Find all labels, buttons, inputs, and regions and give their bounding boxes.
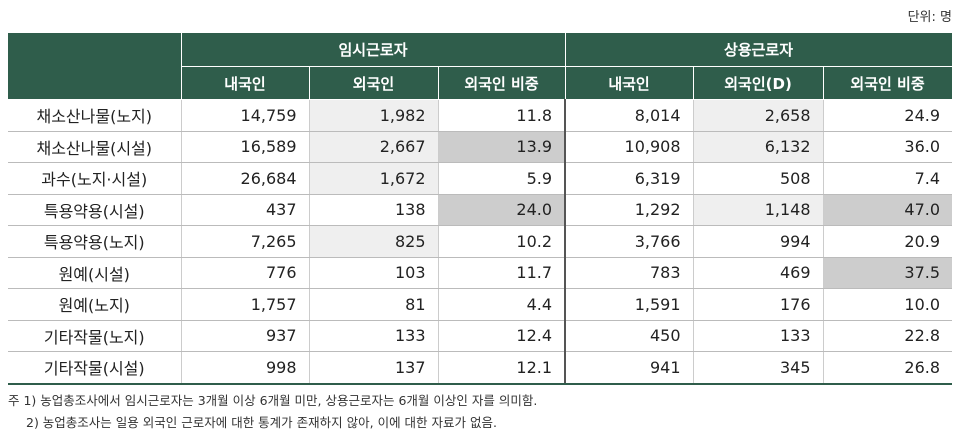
row-label: 특용약용(노지) <box>8 225 181 258</box>
table-cell: 11.8 <box>437 99 566 132</box>
row-label: 과수(노지·시설) <box>8 162 181 195</box>
statistics-table: 임시근로자 상용근로자 내국인 외국인 외국인 비중 내국인 외국인(D) 외국… <box>8 32 953 385</box>
unit-label: 단위: 명 <box>907 10 952 25</box>
table-row: 원예(노지) 1,757 81 4.4 1,591 176 10.0 <box>8 288 953 321</box>
table-cell: 998 <box>180 351 309 385</box>
table-cell: 12.4 <box>437 320 566 352</box>
table-cell: 16,589 <box>180 131 309 163</box>
table-cell: 22.8 <box>822 320 953 352</box>
table-cell: 13.9 <box>437 131 566 163</box>
column-header: 외국인 <box>308 66 439 100</box>
table-cell: 1,982 <box>308 99 438 132</box>
table-cell: 24.0 <box>437 194 566 226</box>
footnotes: 주 1) 농업총조사에서 임시근로자는 3개월 이상 6개월 미만, 상용근로자… <box>8 390 537 434</box>
table-cell: 8,014 <box>564 99 694 132</box>
table-cell: 825 <box>308 225 438 258</box>
table-row: 원예(시설) 776 103 11.7 783 469 37.5 <box>8 257 953 289</box>
table-row: 기타작물(노지) 937 133 12.4 450 133 22.8 <box>8 320 953 352</box>
table-cell: 1,591 <box>564 288 694 321</box>
table-cell: 1,757 <box>180 288 309 321</box>
row-label: 특용약용(시설) <box>8 194 181 226</box>
table-cell: 937 <box>180 320 309 352</box>
table-cell: 14,759 <box>180 99 309 132</box>
table-cell: 133 <box>692 320 824 352</box>
table-cell: 4.4 <box>437 288 566 321</box>
table-cell: 469 <box>692 257 824 289</box>
table-row: 기타작물(시설) 998 137 12.1 941 345 26.8 <box>8 351 953 385</box>
table-cell: 6,319 <box>564 162 694 195</box>
table-cell: 783 <box>564 257 694 289</box>
table-cell: 37.5 <box>822 257 953 289</box>
column-header: 외국인(D) <box>692 66 824 100</box>
table-row: 과수(노지·시설) 26,684 1,672 5.9 6,319 508 7.4 <box>8 162 953 195</box>
table-cell: 3,766 <box>564 225 694 258</box>
table-cell: 11.7 <box>437 257 566 289</box>
table-cell: 24.9 <box>822 99 953 132</box>
table-cell: 10,908 <box>564 131 694 163</box>
group-header-regular: 상용근로자 <box>564 32 953 67</box>
header-corner <box>8 32 182 100</box>
table-cell: 2,667 <box>308 131 438 163</box>
footnote: 주 1) 농업총조사에서 임시근로자는 3개월 이상 6개월 미만, 상용근로자… <box>8 393 538 408</box>
group-header-temporary: 임시근로자 <box>180 32 566 67</box>
table-cell: 137 <box>308 351 438 385</box>
table-cell: 450 <box>564 320 694 352</box>
table-cell: 103 <box>308 257 438 289</box>
table-cell: 26.8 <box>822 351 953 385</box>
table-cell: 1,672 <box>308 162 438 195</box>
table-cell: 1,148 <box>692 194 824 226</box>
table-row: 특용약용(노지) 7,265 825 10.2 3,766 994 20.9 <box>8 225 953 258</box>
table-cell: 10.0 <box>822 288 953 321</box>
table-cell: 176 <box>692 288 824 321</box>
table-cell: 20.9 <box>822 225 953 258</box>
table-cell: 2,658 <box>692 99 824 132</box>
table-cell: 437 <box>180 194 309 226</box>
table-cell: 508 <box>692 162 824 195</box>
table-cell: 7,265 <box>180 225 309 258</box>
column-header: 내국인 <box>180 66 310 100</box>
table-row: 특용약용(시설) 437 138 24.0 1,292 1,148 47.0 <box>8 194 953 226</box>
column-header: 외국인 비중 <box>822 66 953 100</box>
row-label: 원예(시설) <box>8 257 181 289</box>
table-cell: 776 <box>180 257 309 289</box>
row-label: 기타작물(노지) <box>8 320 181 352</box>
column-header: 내국인 <box>564 66 694 100</box>
table-cell: 81 <box>308 288 438 321</box>
table-cell: 6,132 <box>692 131 824 163</box>
table-cell: 47.0 <box>822 194 953 226</box>
row-label: 기타작물(시설) <box>8 351 181 385</box>
table-cell: 1,292 <box>564 194 694 226</box>
table-cell: 12.1 <box>437 351 566 385</box>
table-cell: 138 <box>308 194 438 226</box>
row-label: 채소산나물(시설) <box>8 131 181 163</box>
table-cell: 7.4 <box>822 162 953 195</box>
row-label: 원예(노지) <box>8 288 181 321</box>
table-cell: 994 <box>692 225 824 258</box>
table-cell: 36.0 <box>822 131 953 163</box>
footnote: 2) 농업총조사는 일용 외국인 근로자에 대한 통계가 존재하지 않아, 이에… <box>26 415 497 430</box>
row-label: 채소산나물(노지) <box>8 99 181 132</box>
table-cell: 133 <box>308 320 438 352</box>
table-cell: 10.2 <box>437 225 566 258</box>
table-cell: 26,684 <box>180 162 309 195</box>
table-row: 채소산나물(시설) 16,589 2,667 13.9 10,908 6,132… <box>8 131 953 163</box>
column-header: 외국인 비중 <box>437 66 566 100</box>
table-cell: 345 <box>692 351 824 385</box>
table-row: 채소산나물(노지) 14,759 1,982 11.8 8,014 2,658 … <box>8 99 953 132</box>
table-cell: 5.9 <box>437 162 566 195</box>
table-cell: 941 <box>564 351 694 385</box>
